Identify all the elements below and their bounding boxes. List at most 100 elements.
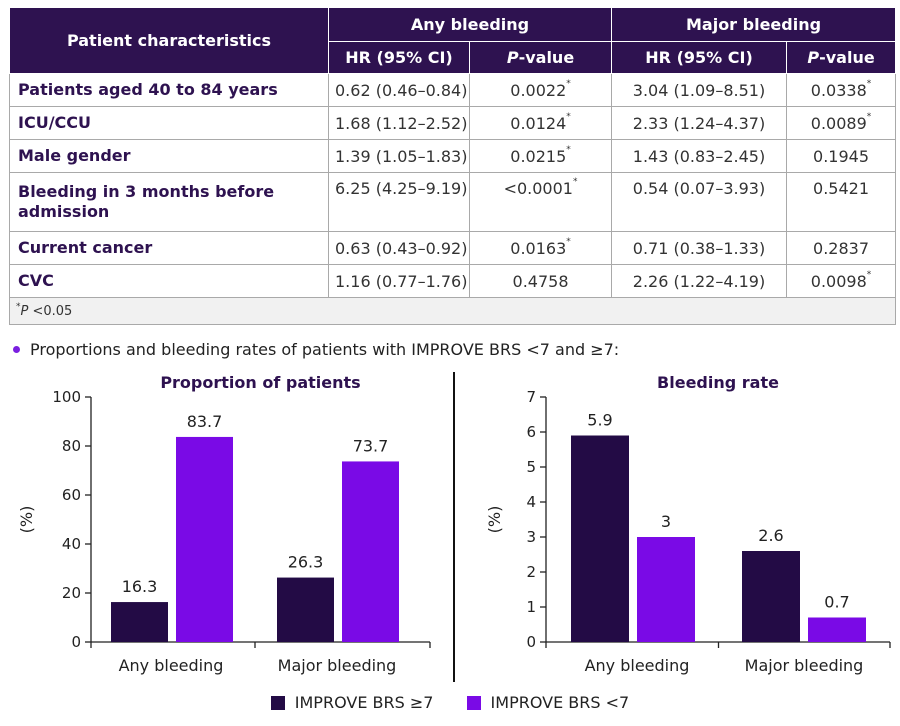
table-row: CVC 1.16 (0.77–1.76) 0.4758 2.26 (1.22–4… [9,264,897,298]
footnote-p: P [20,303,29,319]
cell-major-p: 0.2837 [786,231,897,265]
x-tick-label: Any bleeding [585,656,690,675]
cell-any-hr: 1.68 (1.12–2.52) [328,106,470,140]
y-tick-label: 5 [526,458,536,476]
row-label: Patients aged 40 to 84 years [9,73,329,107]
p-value: 0.0338 [810,80,867,100]
y-tick-label: 1 [526,598,536,616]
data-label: 16.3 [122,577,158,596]
p-value: 0.0163 [510,238,567,258]
cell-major-p: 0.1945 [786,139,897,173]
cell-any-p: <0.0001* [468,172,613,232]
header-any-p: P-value [468,41,613,74]
bar [637,537,695,642]
p-value: 0.4758 [512,271,569,291]
table-row: Male gender 1.39 (1.05–1.83) 0.0215* 1.4… [9,139,897,173]
y-tick-label: 100 [52,388,81,406]
y-tick-label: 0 [71,633,81,651]
cell-any-hr: 6.25 (4.25–9.19) [328,172,470,232]
cell-major-hr: 1.43 (0.83–2.45) [611,139,788,173]
cell-any-p: 0.0124* [468,106,613,140]
cell-major-p: 0.0338* [786,73,897,107]
chart-title: Proportion of patients [160,373,360,392]
bullet-dot-icon [13,346,20,353]
row-label: Male gender [9,139,329,173]
cell-any-p: 0.0215* [468,139,613,173]
x-tick-label: Major bleeding [278,656,397,675]
cell-major-hr: 2.26 (1.22–4.19) [611,264,788,298]
cell-major-p: 0.0089* [786,106,897,140]
p-value: 0.0098 [810,271,867,291]
y-tick-label: 4 [526,493,536,511]
sig-mark: * [566,78,571,89]
x-tick-label: Any bleeding [119,656,224,675]
header-major-bleeding: Major bleeding [611,7,897,42]
bullet-text: Proportions and bleeding rates of patien… [30,340,620,359]
y-tick-label: 20 [62,584,81,602]
y-tick-label: 80 [62,437,81,455]
data-label: 73.7 [353,436,389,455]
p-value: 0.5421 [813,179,870,198]
p-italic: P [506,48,519,67]
row-label: ICU/CCU [9,106,329,140]
row-label: Current cancer [9,231,329,265]
footnote-star: * [16,301,21,312]
bar-charts: Proportion of patients (%) 0 20 40 60 80 100 Any… [17,373,891,675]
y-tick-label: 60 [62,486,81,504]
cell-any-p: 0.4758 [468,264,613,298]
y-tick-label: 2 [526,563,536,581]
header-major-hr: HR (95% CI) [611,41,788,74]
hazard-ratio-table: Patient characteristics Any bleeding Maj… [8,7,897,325]
sig-mark: * [572,177,578,187]
data-label: 26.3 [288,553,324,572]
sig-mark: * [566,111,571,122]
bar [342,461,399,642]
cell-major-hr: 3.04 (1.09–8.51) [611,73,788,107]
bar [176,436,233,642]
row-label: CVC [9,264,329,298]
header-patient-characteristics: Patient characteristics [9,7,329,74]
cell-any-hr: 0.62 (0.46–0.84) [328,73,470,107]
legend-swatch [270,696,285,710]
bar [808,617,866,642]
row-label: Bleeding in 3 months before admission [9,172,329,232]
bar [571,435,629,642]
footnote-text: <0.05 [28,303,73,319]
cell-major-hr: 2.33 (1.24–4.37) [611,106,788,140]
p-value: 0.0089 [810,113,867,133]
p-italic: P [807,48,820,67]
sig-mark: * [866,269,872,280]
table-row: Current cancer 0.63 (0.43–0.92) 0.0163* … [9,231,897,265]
legend-item-brs-ge7: IMPROVE BRS ≥7 [270,693,434,712]
data-label: 5.9 [587,411,612,430]
bar [111,602,168,642]
y-tick-label: 40 [62,535,81,553]
p-value: 0.0022 [510,80,567,100]
cell-major-p: 0.5421 [786,172,897,232]
chart-title: Bleeding rate [657,373,779,392]
legend-swatch [466,696,481,710]
cell-any-hr: 1.16 (0.77–1.76) [328,264,470,298]
p-suffix: -value [819,48,875,67]
x-tick-label: Major bleeding [745,656,864,675]
y-tick-label: 3 [526,528,536,546]
chart-legend: IMPROVE BRS ≥7 IMPROVE BRS <7 [0,693,900,712]
legend-label: IMPROVE BRS <7 [490,693,630,712]
table-row: Patients aged 40 to 84 years 0.62 (0.46–… [9,73,897,107]
y-axis-label: (%) [17,506,36,534]
p-value: <0.0001 [503,179,573,198]
data-label: 3 [661,512,671,531]
p-value: 0.0215 [510,146,567,166]
sig-mark: * [566,144,571,155]
chart-intro-bullet: Proportions and bleeding rates of patien… [13,340,619,359]
legend-label: IMPROVE BRS ≥7 [294,693,434,712]
cell-any-hr: 1.39 (1.05–1.83) [328,139,470,173]
table-row: Bleeding in 3 months before admission 6.… [9,172,897,232]
header-any-hr: HR (95% CI) [328,41,470,74]
bar [742,551,800,642]
y-tick-label: 6 [526,423,536,441]
cell-any-hr: 0.63 (0.43–0.92) [328,231,470,265]
table-footnote: *P <0.05 [8,297,897,325]
header-any-bleeding: Any bleeding [327,7,613,42]
table-row: ICU/CCU 1.68 (1.12–2.52) 0.0124* 2.33 (1… [9,106,897,140]
